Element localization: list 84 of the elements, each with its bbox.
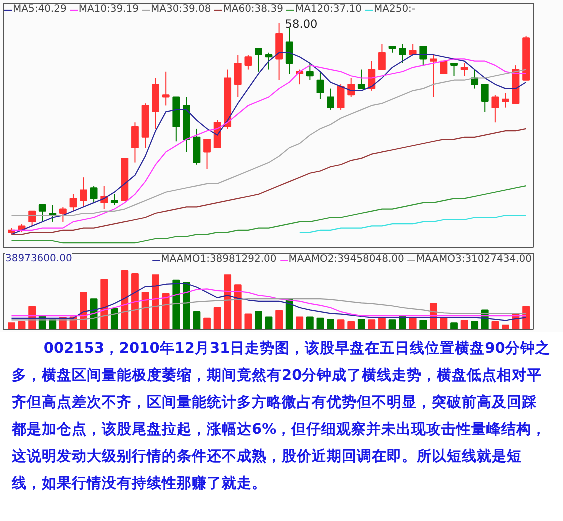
legend-label: MA250:-	[374, 4, 416, 15]
candlestick	[337, 84, 345, 110]
bar	[276, 310, 283, 330]
legend-label: MAAMO1:38981292.00	[161, 254, 277, 265]
bar	[132, 273, 139, 330]
bar	[172, 280, 180, 330]
bar	[460, 320, 468, 330]
bar	[306, 316, 314, 330]
legend-label: MA10:39.19	[78, 4, 140, 15]
bar	[316, 318, 324, 330]
candlestick	[450, 62, 458, 77]
candlestick	[204, 139, 211, 170]
bar	[234, 284, 242, 330]
bar	[522, 306, 530, 330]
annotation: 58.00	[285, 16, 318, 31]
candlestick	[430, 54, 438, 98]
bar	[450, 322, 458, 330]
bar	[440, 318, 448, 330]
bar	[471, 321, 479, 330]
bar	[152, 274, 160, 330]
candlestick	[286, 27, 294, 75]
candlestick	[327, 88, 334, 110]
legend-label: MAAMO3:31027434.00	[416, 254, 532, 265]
bar	[378, 318, 386, 330]
legend-label: MA5:40.29	[13, 4, 67, 15]
bar	[162, 293, 170, 330]
bar	[193, 311, 201, 330]
legend-label: MA120:37.10	[295, 4, 362, 15]
legend-label: MA60:38.39	[223, 4, 284, 15]
bar	[100, 279, 108, 330]
candlestick	[60, 206, 67, 222]
candlestick	[348, 78, 356, 98]
bar	[348, 321, 356, 330]
candlestick	[399, 44, 406, 64]
bar	[121, 270, 129, 330]
candlestick	[316, 71, 324, 100]
candlestick	[420, 46, 428, 66]
text: 38973600.00	[6, 254, 72, 264]
candlestick	[38, 204, 46, 222]
bar	[204, 318, 211, 330]
text: 002153，2010年12月31日走势图，该股早盘在五日线位置横盘90分钟之多，横盘区间量能极度萎缩，期间竟然有20分钟成了横线走势，横盘低点相对平齐但高点差次不齐，区间量能统计多方略微占有优势但不明显，突破前高及回踩都是加仓点，该股尾盘拉起，涨幅达6%，但仔细观察并未出现攻击性量峰结构，这说明发动大级别行情的条件还不成熟，股价近期回调在即。所以短线就是短线，如果行情没有持续性那赚了就走。	[12, 339, 551, 494]
bar	[214, 307, 222, 330]
bar	[358, 319, 366, 330]
candlestick	[80, 177, 88, 208]
legend-label: MA30:39.08	[151, 4, 212, 15]
bar	[110, 308, 118, 330]
bar	[8, 322, 16, 330]
bar	[18, 321, 26, 330]
candlestick	[492, 94, 500, 124]
candlestick	[70, 194, 78, 212]
candlestick	[162, 71, 170, 106]
candlestick	[244, 54, 252, 70]
bar	[142, 292, 150, 330]
bar	[80, 292, 88, 330]
bar	[420, 320, 428, 330]
legend-label: MAAMO2:39458048.00	[288, 254, 404, 265]
candlestick	[460, 62, 468, 77]
candlestick	[481, 84, 489, 113]
bar	[255, 311, 262, 330]
bar	[224, 274, 232, 330]
bar	[492, 321, 500, 330]
bar	[244, 314, 252, 330]
candlestick	[502, 92, 510, 108]
bar	[368, 320, 376, 330]
candlestick	[306, 62, 314, 81]
candlestick	[378, 44, 386, 70]
bar	[337, 320, 345, 330]
candlestick	[358, 69, 366, 90]
bar	[327, 319, 334, 330]
candlestick	[440, 60, 448, 75]
candlestick	[110, 194, 118, 206]
bar	[286, 298, 294, 330]
bar	[49, 320, 57, 330]
candlestick	[255, 48, 262, 72]
candlestick	[234, 54, 242, 98]
bar	[265, 316, 273, 330]
bar	[409, 318, 417, 330]
candlestick	[132, 122, 139, 164]
bar	[296, 316, 304, 330]
bar	[182, 282, 190, 330]
bar	[388, 320, 396, 330]
candlestick	[90, 186, 98, 204]
bar	[502, 324, 510, 330]
candlestick	[265, 52, 273, 70]
